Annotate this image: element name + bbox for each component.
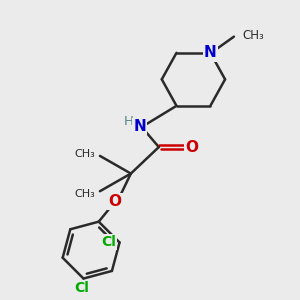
Text: H: H: [124, 115, 134, 128]
Text: Cl: Cl: [101, 235, 116, 249]
Text: N: N: [133, 119, 146, 134]
Text: O: O: [108, 194, 121, 209]
Text: CH₃: CH₃: [74, 189, 94, 199]
Text: Cl: Cl: [75, 281, 89, 295]
Text: N: N: [204, 45, 217, 60]
Text: CH₃: CH₃: [242, 29, 264, 42]
Text: CH₃: CH₃: [74, 149, 94, 159]
Text: O: O: [185, 140, 198, 154]
